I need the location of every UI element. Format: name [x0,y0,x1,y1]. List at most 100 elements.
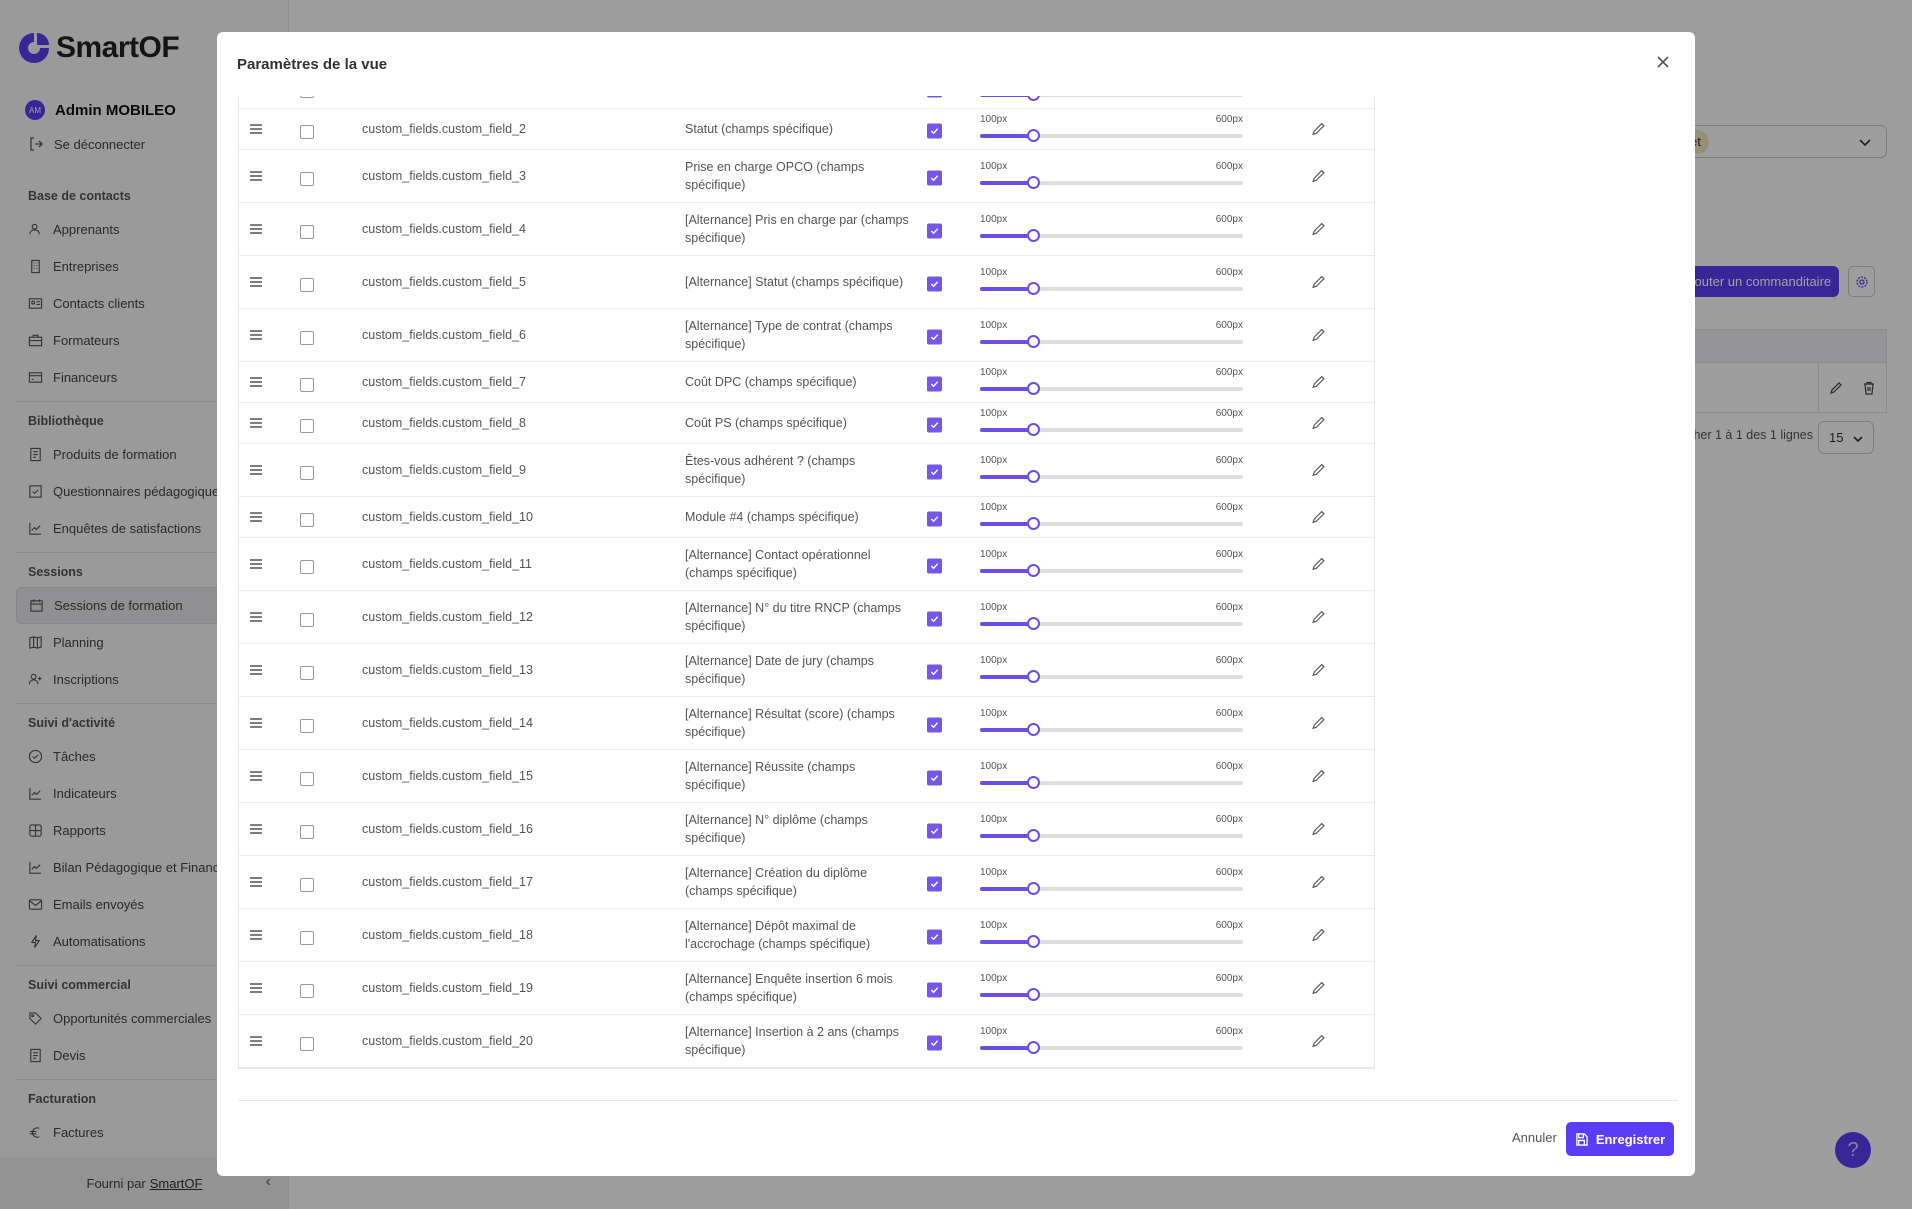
slider-thumb[interactable] [1026,176,1040,189]
column-width-slider[interactable]: 100px 600px [980,708,1243,738]
slider-track[interactable] [980,988,1243,1001]
slider-track[interactable] [980,129,1243,142]
visible-checkbox[interactable] [927,611,942,627]
edit-icon[interactable] [1311,328,1326,343]
visible-checkbox[interactable] [927,329,942,345]
logo[interactable]: SmartOF [16,30,180,66]
slider-track[interactable] [980,723,1243,736]
visible-checkbox[interactable] [927,1035,942,1051]
page-size-select[interactable]: 15 [1818,421,1874,454]
edit-icon[interactable] [1311,557,1326,572]
edit-icon[interactable] [1311,275,1326,290]
edit-icon[interactable] [1311,875,1326,890]
visible-checkbox[interactable] [927,170,942,186]
select-row-checkbox[interactable] [300,613,314,627]
slider-thumb[interactable] [1026,882,1040,895]
select-row-checkbox[interactable] [300,772,314,786]
help-button[interactable]: ? [1835,1132,1871,1168]
edit-icon[interactable] [1829,381,1843,395]
select-row-checkbox[interactable] [300,331,314,345]
select-row-checkbox[interactable] [300,560,314,574]
column-width-slider[interactable]: 100px 600px [980,96,1243,103]
drag-handle-icon[interactable] [249,170,263,182]
close-button[interactable] [1655,54,1671,75]
slider-thumb[interactable] [1026,829,1040,842]
trash-icon[interactable] [1862,381,1876,395]
select-row-checkbox[interactable] [300,984,314,998]
visible-checkbox[interactable] [927,96,942,98]
edit-icon[interactable] [1311,981,1326,996]
sidebar-item[interactable]: Contacts clients [16,285,288,322]
select-row-checkbox[interactable] [300,419,314,433]
edit-icon[interactable] [1311,122,1326,137]
drag-handle-icon[interactable] [249,376,263,388]
user-profile[interactable]: AM Admin MOBILEO [25,100,176,120]
slider-thumb[interactable] [1026,423,1040,436]
column-width-slider[interactable]: 100px 600px [980,408,1243,438]
visible-checkbox[interactable] [927,223,942,239]
slider-track[interactable] [980,1041,1243,1054]
sidebar-item[interactable]: Bilan Pédagogique et Financier [16,849,288,886]
edit-icon[interactable] [1311,222,1326,237]
column-width-slider[interactable]: 100px 600px [980,602,1243,632]
sidebar-item[interactable]: Apprenants [16,211,288,248]
slider-track[interactable] [980,229,1243,242]
slider-thumb[interactable] [1026,776,1040,789]
sidebar-item[interactable]: Inscriptions [16,661,288,698]
select-row-checkbox[interactable] [300,172,314,186]
slider-track[interactable] [980,670,1243,683]
slider-thumb[interactable] [1026,988,1040,1001]
sidebar-item[interactable]: Rapports [16,812,288,849]
visible-checkbox[interactable] [927,770,942,786]
drag-handle-icon[interactable] [249,417,263,429]
column-width-slider[interactable]: 100px 600px [980,761,1243,791]
column-width-slider[interactable]: 100px 600px [980,214,1243,244]
select-row-checkbox[interactable] [300,225,314,239]
sidebar-item[interactable]: Devis [16,1037,288,1074]
slider-track[interactable] [980,829,1243,842]
edit-icon[interactable] [1311,169,1326,184]
slider-track[interactable] [980,470,1243,483]
drag-handle-icon[interactable] [249,664,263,676]
column-width-slider[interactable]: 100px 600px [980,549,1243,579]
edit-icon[interactable] [1311,510,1326,525]
logout-link[interactable]: Se déconnecter [28,136,145,152]
column-width-slider[interactable]: 100px 600px [980,814,1243,844]
sidebar-item[interactable]: Enquêtes de satisfactions [16,510,288,547]
edit-icon[interactable] [1311,769,1326,784]
drag-handle-icon[interactable] [249,929,263,941]
select-row-checkbox[interactable] [300,931,314,945]
drag-handle-icon[interactable] [249,511,263,523]
drag-handle-icon[interactable] [249,558,263,570]
column-width-slider[interactable]: 100px 600px [980,114,1243,144]
visible-checkbox[interactable] [927,823,942,839]
slider-thumb[interactable] [1026,564,1040,577]
column-width-slider[interactable]: 100px 600px [980,502,1243,532]
edit-icon[interactable] [1311,610,1326,625]
sidebar-item[interactable]: Produits de formation [16,436,288,473]
select-row-checkbox[interactable] [300,378,314,392]
slider-thumb[interactable] [1026,382,1040,395]
sidebar-item[interactable]: Opportunités commerciales [16,1000,288,1037]
edit-icon[interactable] [1311,716,1326,731]
sidebar-item[interactable]: Emails envoyés [16,886,288,923]
slider-track[interactable] [980,423,1243,436]
sidebar-item[interactable]: Entreprises [16,248,288,285]
view-settings-button[interactable] [1848,266,1875,297]
column-width-slider[interactable]: 100px 600px [980,1026,1243,1056]
visible-checkbox[interactable] [927,717,942,733]
sidebar-item[interactable]: Questionnaires pédagogiques [16,473,288,510]
select-row-checkbox[interactable] [300,125,314,139]
footer-link[interactable]: SmartOF [149,1175,203,1191]
visible-checkbox[interactable] [927,558,942,574]
visible-checkbox[interactable] [927,123,942,139]
sidebar-item[interactable]: Tâches [16,738,288,775]
drag-handle-icon[interactable] [249,823,263,835]
select-row-checkbox[interactable] [300,825,314,839]
slider-thumb[interactable] [1026,723,1040,736]
drag-handle-icon[interactable] [249,223,263,235]
column-width-slider[interactable]: 100px 600px [980,320,1243,350]
column-width-slider[interactable]: 100px 600px [980,161,1243,191]
visible-checkbox[interactable] [927,511,942,527]
edit-icon[interactable] [1311,822,1326,837]
